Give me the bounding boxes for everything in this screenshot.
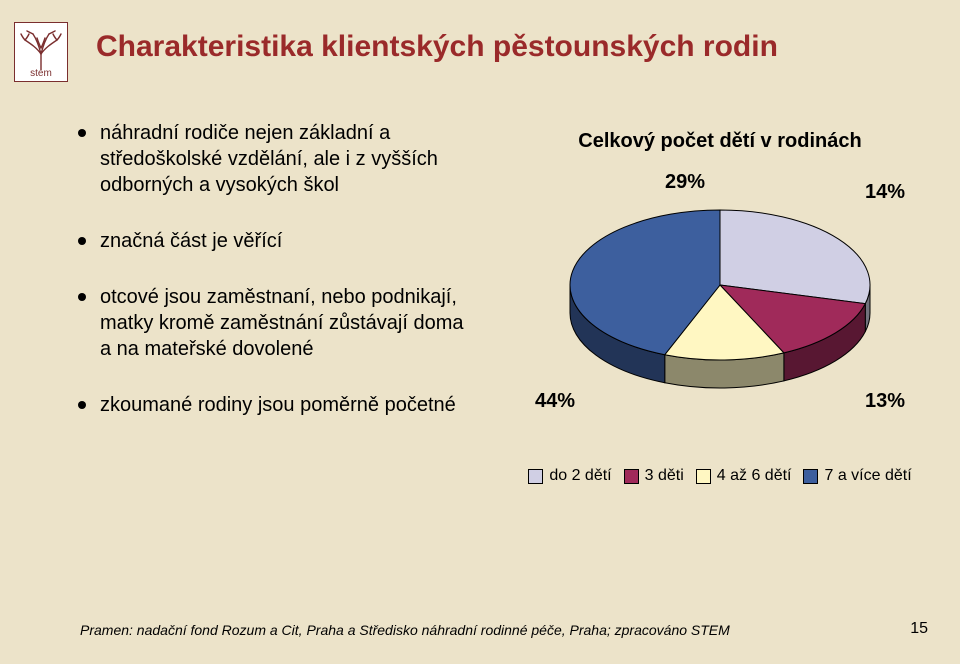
legend-label: 7 a více dětí <box>824 467 911 485</box>
list-item: zkoumané rodiny jsou poměrně početné <box>78 392 478 418</box>
legend-label: do 2 dětí <box>549 467 611 485</box>
legend-label: 3 děti <box>645 467 684 485</box>
legend-swatch <box>803 469 818 484</box>
pie-chart-svg <box>520 165 920 425</box>
pie-slice-label: 14% <box>865 181 905 204</box>
bullet-list-container: náhradní rodiče nejen základní a středoš… <box>78 120 478 448</box>
chart-legend: do 2 dětí 3 děti 4 až 6 dětí 7 a více dětí <box>520 463 920 489</box>
legend-item: do 2 dětí <box>528 467 611 485</box>
legend-item: 3 děti <box>624 467 684 485</box>
chart-title: Celkový počet dětí v rodinách <box>520 130 920 153</box>
pie-slice-label: 13% <box>865 390 905 413</box>
tree-icon <box>17 30 65 70</box>
list-item: náhradní rodiče nejen základní a středoš… <box>78 120 478 198</box>
pie-slice-label: 29% <box>665 171 705 194</box>
bullet-list: náhradní rodiče nejen základní a středoš… <box>78 120 478 418</box>
legend-item: 7 a více dětí <box>803 467 911 485</box>
slide: stem Charakteristika klientských pěstoun… <box>0 0 960 664</box>
legend-swatch <box>528 469 543 484</box>
legend-label: 4 až 6 dětí <box>717 467 792 485</box>
page-title: Charakteristika klientských pěstounských… <box>96 30 778 64</box>
chart-container: Celkový počet dětí v rodinách 29% 14% 13% 4… <box>520 130 920 489</box>
brand-logo: stem <box>14 22 68 82</box>
list-item: otcové jsou zaměstnaní, nebo podnikají, … <box>78 284 478 362</box>
legend-swatch <box>624 469 639 484</box>
pie-slice-label: 44% <box>535 390 575 413</box>
list-item: značná část je věřící <box>78 228 478 254</box>
page-number: 15 <box>910 620 928 638</box>
legend-swatch <box>696 469 711 484</box>
legend-item: 4 až 6 dětí <box>696 467 792 485</box>
brand-logo-text: stem <box>30 68 52 79</box>
pie-chart: 29% 14% 13% 44% <box>520 165 920 445</box>
footer-source: Pramen: nadační fond Rozum a Cit, Praha … <box>80 622 730 638</box>
